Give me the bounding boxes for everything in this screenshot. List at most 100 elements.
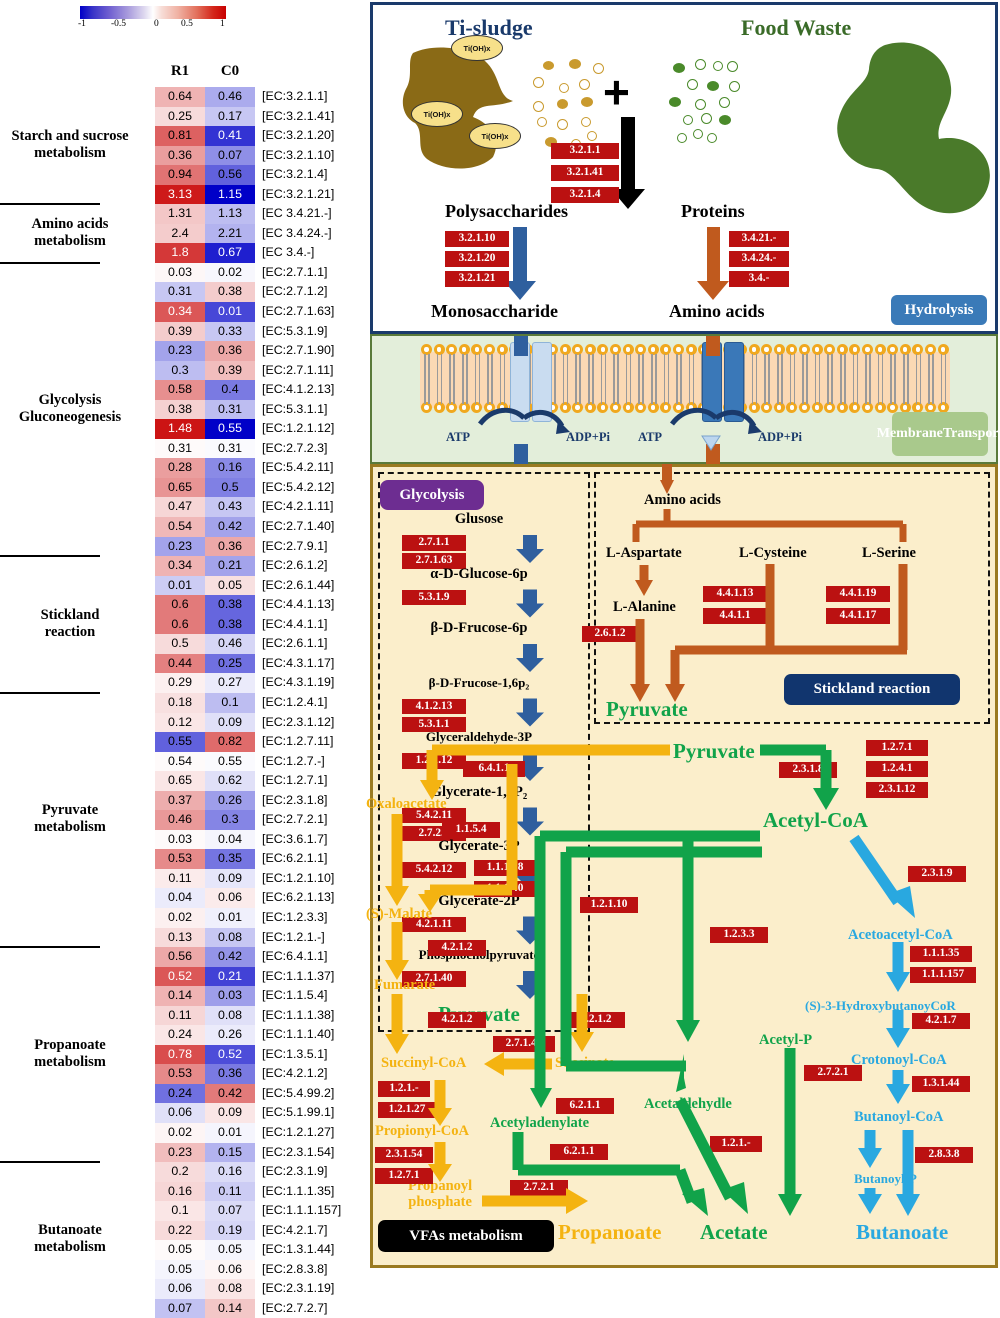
lipid-tail	[852, 354, 855, 380]
lipid-tail	[793, 378, 796, 404]
heatmap-ec-label: [EC:1.3.5.1]	[262, 1046, 328, 1061]
lipid-head	[635, 344, 647, 355]
heatmap-cell-c0: 0.46	[205, 634, 255, 654]
lipid-head	[673, 402, 684, 413]
heatmap-ec-label: [EC:4.4.1.1]	[262, 616, 328, 631]
heatmap-ec-label: [EC:2.3.1.19]	[262, 1281, 335, 1296]
lipid-tail	[751, 378, 754, 404]
heatmap-cell-r1: 0.22	[155, 1220, 205, 1241]
heatmap-ec-label: [EC:2.7.1.11]	[262, 362, 334, 377]
ec-box-glycolysis: 2.7.1.1	[402, 535, 466, 551]
ec-box-32121: 3.2.1.21	[445, 271, 509, 287]
ec-box-1233: 1.2.3.3	[710, 927, 768, 943]
heatmap-ec-label: [EC:5.4.99.2]	[262, 1085, 335, 1100]
lipid-tail	[940, 378, 943, 404]
heatmap-row: 0.23 0.15 [EC:2.3.1.54]	[155, 1142, 341, 1163]
heatmap-row: 0.07 0.14 [EC:2.7.2.7]	[155, 1298, 341, 1318]
heatmap-row: 0.6 0.38 [EC:4.4.1.1]	[155, 614, 341, 635]
group-label-line: metabolism	[34, 232, 106, 249]
group-separator	[0, 555, 100, 558]
heatmap-cell-c0: 0.04	[205, 829, 255, 850]
membrane-transport-section: ATP ADP+Pi ATP ADP+Pi Membrane Transport	[370, 334, 1000, 466]
lipid-head	[597, 344, 609, 355]
heatmap-cell-r1: 0.28	[155, 458, 205, 478]
lipid-head	[874, 402, 886, 413]
ec-box-44113: 4.4.1.13	[703, 586, 767, 602]
colorbar-tick-0: -1	[78, 19, 86, 29]
heatmap-column-headers: R1 C0	[155, 62, 265, 80]
ec-box-111157: 1.1.1.157	[910, 967, 976, 983]
heatmap-row: 0.54 0.42 [EC:2.7.1.40]	[155, 517, 341, 537]
heatmap-ec-label: [EC:4.1.2.13]	[262, 382, 335, 397]
heatmap-row: 0.1 0.07 [EC:1.1.1.157]	[155, 1201, 341, 1221]
heatmap-cell-r1: 0.03	[155, 829, 205, 850]
heatmap-row: 0.64 0.46 [EC:3.2.1.1]	[155, 87, 341, 107]
heatmap-cell-r1: 0.06	[155, 1103, 205, 1123]
heatmap-ec-label: [EC:2.3.1.12]	[262, 714, 335, 729]
ec-box-32120: 3.2.1.20	[445, 251, 509, 267]
heatmap-cell-r1: 0.55	[155, 732, 205, 752]
heatmap-cell-r1: 0.1	[155, 1201, 205, 1221]
membrane-core	[420, 352, 950, 408]
heatmap-cell-c0: 0.39	[205, 360, 255, 381]
ec-box-34211: 3.4.21.-	[729, 231, 789, 247]
heatmap-row: 1.31 1.13 [EC 3.4.21.-]	[155, 204, 341, 224]
lipid-tail	[562, 378, 565, 404]
ec-box-glycolysis: 2.7.1.63	[402, 553, 466, 569]
ec-box-23154: 2.3.1.54	[375, 1147, 433, 1163]
ec-box-2319: 2.3.1.9	[908, 866, 966, 882]
group-separator	[0, 203, 100, 206]
ec-box-glycolysis: 1.2.1.12	[402, 753, 466, 769]
heatmap-cell-r1: 0.46	[155, 810, 205, 830]
heatmap-ec-label: [EC:2.7.1.2]	[262, 284, 328, 299]
heatmap-ec-label: [EC:2.6.1.44]	[262, 577, 335, 592]
lipid-tail	[474, 378, 477, 404]
lipid-tail	[856, 354, 859, 380]
lipid-tail	[806, 354, 808, 380]
heatmap-cell-c0: 0.19	[205, 1220, 255, 1241]
heatmap-cell-r1: 0.52	[155, 966, 205, 987]
heatmap-row: 0.6 0.38 [EC:4.4.1.13]	[155, 595, 341, 615]
lipid-head	[484, 402, 495, 413]
heatmap-cell-c0: 0.43	[205, 497, 255, 518]
lipid-tail	[487, 378, 489, 404]
lipid-tail	[499, 354, 502, 380]
heatmap-ec-label: [EC:3.2.1.21]	[262, 186, 335, 201]
heatmap-cell-c0: 2.21	[205, 223, 255, 244]
lipid-tail	[651, 354, 653, 380]
succinyl-coa-label: Succinyl-CoA	[381, 1055, 467, 1071]
butanoyl-p-label: Butanoyl-P	[854, 1171, 917, 1186]
lipid-tail	[944, 378, 947, 404]
lipid-head	[912, 344, 924, 355]
lipid-head	[433, 402, 445, 413]
lipid-head	[471, 344, 483, 355]
membrane-channel	[532, 342, 552, 422]
heatmap-row: 0.11 0.09 [EC:1.2.1.10]	[155, 868, 341, 889]
heatmap-cell-r1: 0.31	[155, 438, 205, 459]
heatmap-row: 0.04 0.06 [EC:6.2.1.13]	[155, 888, 341, 908]
ec-box-glycolysis: 5.4.2.12	[402, 862, 466, 878]
heatmap-cell-c0: 0.11	[205, 1181, 255, 1202]
ec-box-2721-prop: 2.7.2.1	[510, 1180, 568, 1196]
heatmap-cell-c0: 0.33	[205, 321, 255, 342]
lipid-tail	[676, 378, 678, 404]
heatmap-row: 0.3 0.39 [EC:2.7.1.11]	[155, 360, 341, 381]
heatmap-row: 0.53 0.36 [EC:4.2.1.2]	[155, 1064, 341, 1084]
heatmap-ec-label: [EC:5.4.2.12]	[262, 479, 335, 494]
group-label: Amino acids metabolism	[0, 216, 150, 250]
lipid-head	[685, 402, 697, 413]
heatmap-ec-label: [EC:5.3.1.1]	[262, 401, 328, 416]
lipid-tail	[894, 378, 896, 404]
lipid-head	[673, 344, 684, 355]
heatmap-row: 0.55 0.82 [EC:1.2.7.11]	[155, 732, 341, 752]
heatmap-cell-c0: 0.09	[205, 712, 255, 733]
lipid-tail	[588, 378, 590, 404]
heatmap-cell-r1: 0.23	[155, 536, 205, 557]
lipid-tail	[903, 354, 905, 380]
ec-box-2612: 2.6.1.2	[582, 626, 638, 642]
heatmap-row: 0.23 0.36 [EC:2.7.1.90]	[155, 341, 341, 361]
lipid-tail	[625, 378, 628, 404]
ec-box-6211-b: 6.2.1.1	[550, 1144, 608, 1160]
heatmap-ec-label: [EC:1.2.7.11]	[262, 734, 334, 749]
lipid-tail	[932, 378, 934, 404]
